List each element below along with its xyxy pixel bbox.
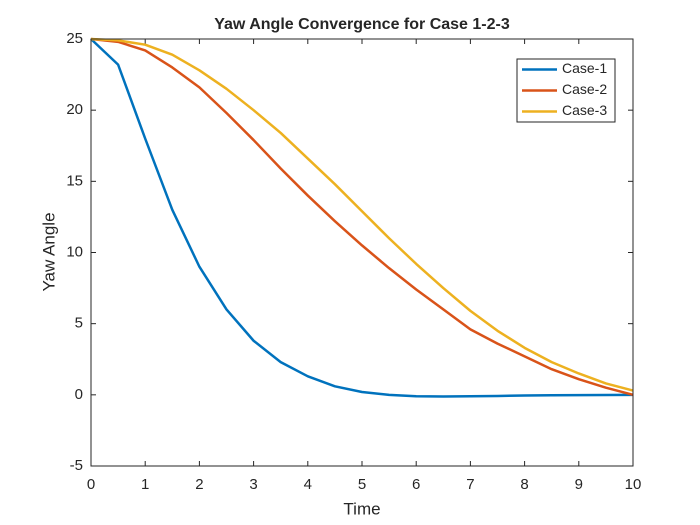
plot-frame bbox=[90, 38, 634, 467]
x-tick-label: 1 bbox=[141, 476, 149, 493]
x-tick-label: 5 bbox=[358, 476, 366, 493]
x-tick-label: 8 bbox=[520, 476, 528, 493]
x-tick-label: 7 bbox=[466, 476, 474, 493]
x-tick-label: 4 bbox=[304, 476, 312, 493]
y-tick-label: 0 bbox=[75, 386, 83, 403]
x-tick-label: 2 bbox=[195, 476, 203, 493]
x-tick-label: 3 bbox=[249, 476, 257, 493]
x-tick-label: 6 bbox=[412, 476, 420, 493]
y-tick-label: 20 bbox=[66, 101, 83, 118]
data-line bbox=[90, 37, 634, 392]
x-axis-label: Time bbox=[343, 499, 380, 518]
chart-title: Yaw Angle Convergence for Case 1-2-3 bbox=[214, 16, 510, 33]
data-line bbox=[90, 37, 634, 397]
legend: Case-1 Case-2 Case-3 bbox=[516, 58, 616, 123]
legend-label: Case-1 bbox=[562, 60, 607, 76]
y-tick-label: -5 bbox=[70, 457, 83, 474]
data-line bbox=[90, 38, 634, 398]
y-tick-label: 15 bbox=[66, 172, 83, 189]
y-tick-label: 10 bbox=[66, 243, 83, 260]
x-tick-label: 0 bbox=[87, 476, 95, 493]
x-tick-label: 10 bbox=[625, 476, 642, 493]
y-axis-label: Yaw Angle bbox=[39, 212, 58, 291]
legend-label: Case-2 bbox=[562, 81, 607, 97]
y-tick-label: 5 bbox=[75, 315, 83, 332]
x-tick-label: 9 bbox=[575, 476, 583, 493]
legend-label: Case-3 bbox=[562, 102, 607, 118]
y-tick-label: 25 bbox=[66, 30, 83, 47]
